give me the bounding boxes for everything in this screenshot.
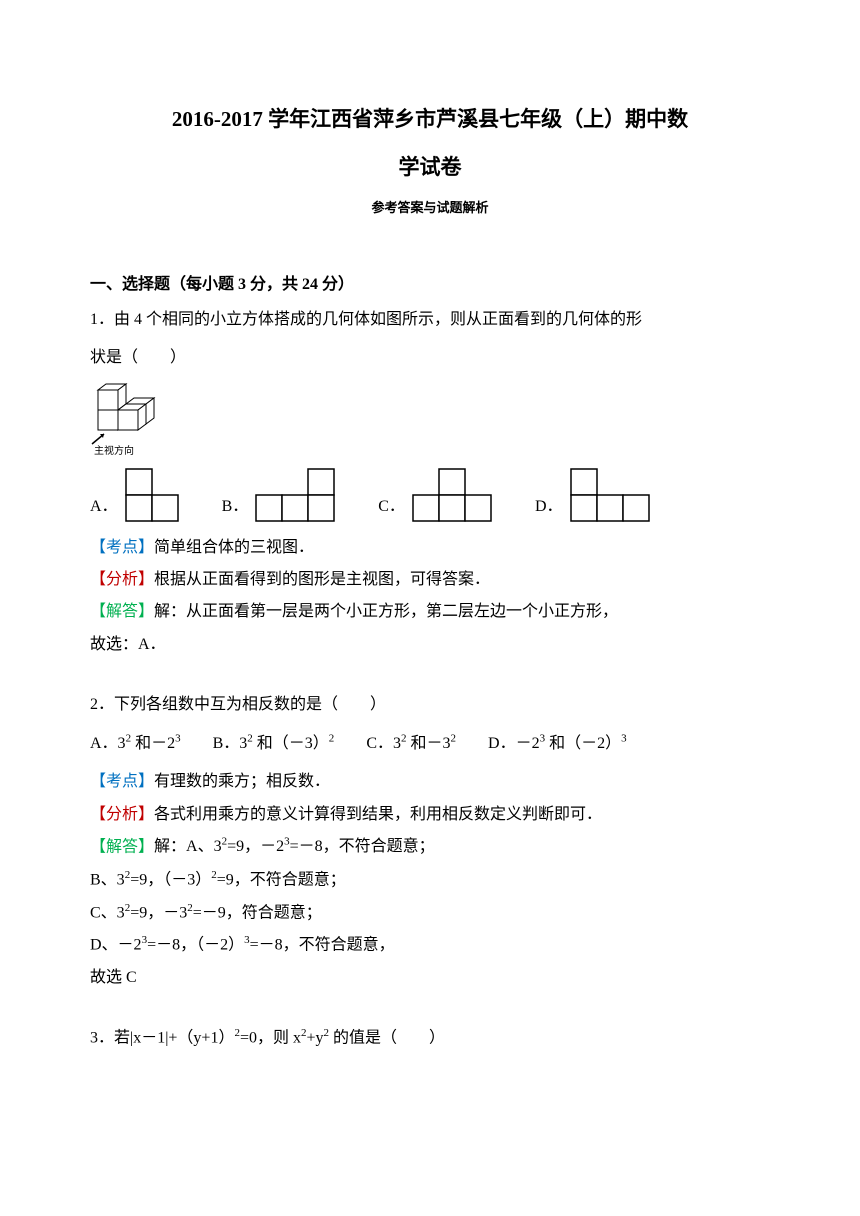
q1-option-c-label: C． xyxy=(378,492,405,522)
q1-jieda-answer: 故选：A． xyxy=(90,630,770,660)
q2-jieda: 【解答】解：A、32=9，－23=－8，不符合题意； xyxy=(90,832,770,863)
view-direction-label: 主视方向 xyxy=(94,444,134,457)
q2-options: A．32 和－23 B．32 和（－3）2 C．32 和－32 D．－23 和（… xyxy=(90,729,770,760)
q2-option-b: B．32 和（－3）2 xyxy=(213,735,335,752)
kaodian-tag: 【考点】 xyxy=(90,773,154,790)
q3-text: 3．若|x－1|+（y+1）2=0，则 x2+y2 的值是（ ） xyxy=(90,1023,770,1054)
q2-line-d: D、－23=－8，（－2）3=－8，不符合题意， xyxy=(90,930,770,961)
jieda-tag: 【解答】 xyxy=(90,838,154,855)
q1-jieda: 【解答】解：从正面看第一层是两个小正方形，第二层左边一个小正方形， xyxy=(90,597,770,627)
q1-option-a-label: A． xyxy=(90,492,118,522)
q1-fenxi: 【分析】根据从正面看得到的图形是主视图，可得答案． xyxy=(90,565,770,595)
q1-options-row: A． B． C． D． xyxy=(90,467,770,523)
q2-text: 2．下列各组数中互为相反数的是（ ） xyxy=(90,690,770,720)
q1-text-line1: 1．由 4 个相同的小立方体搭成的几何体如图所示，则从正面看到的几何体的形 xyxy=(90,305,770,335)
q2-fenxi: 【分析】各式利用乘方的意义计算得到结果，利用相反数定义判断即可． xyxy=(90,800,770,830)
question-1: 1．由 4 个相同的小立方体搭成的几何体如图所示，则从正面看到的几何体的形 状是… xyxy=(90,305,770,660)
q1-option-a-figure xyxy=(124,467,184,523)
q1-kaodian: 【考点】简单组合体的三视图． xyxy=(90,533,770,563)
q2-option-a: A．32 和－23 xyxy=(90,735,181,752)
kaodian-tag: 【考点】 xyxy=(90,539,154,556)
page-title: 2016-2017 学年江西省萍乡市芦溪县七年级（上）期中数 xyxy=(90,100,770,140)
page-title-line2: 学试卷 xyxy=(90,148,770,188)
q1-option-c-figure xyxy=(411,467,497,523)
question-2: 2．下列各组数中互为相反数的是（ ） A．32 和－23 B．32 和（－3）2… xyxy=(90,690,770,993)
section-header: 一、选择题（每小题 3 分，共 24 分） xyxy=(90,270,770,300)
question-3: 3．若|x－1|+（y+1）2=0，则 x2+y2 的值是（ ） xyxy=(90,1023,770,1054)
q1-option-d-label: D． xyxy=(535,492,563,522)
fenxi-tag: 【分析】 xyxy=(90,571,154,588)
fenxi-tag: 【分析】 xyxy=(90,806,154,823)
q1-text-line2: 状是（ ） xyxy=(90,343,770,373)
q1-option-d-figure xyxy=(569,467,655,523)
q1-option-b-figure xyxy=(254,467,340,523)
q2-kaodian-text: 有理数的乘方；相反数． xyxy=(154,773,330,790)
q2-fenxi-text: 各式利用乘方的意义计算得到结果，利用相反数定义判断即可． xyxy=(154,806,602,823)
q2-answer: 故选 C xyxy=(90,963,770,993)
q1-cube-figure: 主视方向 xyxy=(90,382,770,457)
q1-kaodian-text: 简单组合体的三视图． xyxy=(154,539,314,556)
q2-kaodian: 【考点】有理数的乘方；相反数． xyxy=(90,767,770,797)
q2-option-c: C．32 和－32 xyxy=(366,735,456,752)
jieda-tag: 【解答】 xyxy=(90,603,154,620)
q1-jieda-text: 解：从正面看第一层是两个小正方形，第二层左边一个小正方形， xyxy=(154,603,618,620)
page-subtitle: 参考答案与试题解析 xyxy=(90,196,770,221)
q2-jieda-a: 解：A、32=9，－23=－8，不符合题意； xyxy=(154,838,435,855)
q2-line-c: C、32=9，－32=－9，符合题意； xyxy=(90,898,770,929)
q2-option-d: D．－23 和（－2）3 xyxy=(488,735,627,752)
q1-option-b-label: B． xyxy=(222,492,249,522)
q2-line-b: B、32=9，（－3）2=9，不符合题意； xyxy=(90,865,770,896)
q1-fenxi-text: 根据从正面看得到的图形是主视图，可得答案． xyxy=(154,571,490,588)
